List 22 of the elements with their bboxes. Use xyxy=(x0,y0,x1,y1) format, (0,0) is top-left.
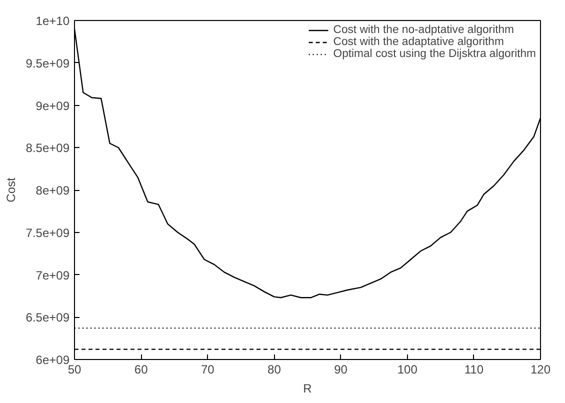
x-tick-label: 90 xyxy=(334,362,348,376)
y-tick-label: 8.5e+09 xyxy=(26,141,70,156)
legend-label: Cost with the no-adptative algorithm xyxy=(333,24,514,36)
y-tick-label: 1e+10 xyxy=(36,14,70,28)
x-tick-label: 50 xyxy=(68,362,82,376)
x-axis-title: R xyxy=(303,382,312,396)
y-tick-label: 9.5e+09 xyxy=(26,56,70,70)
y-tick-label: 8e+09 xyxy=(36,184,70,198)
legend-label: Optimal cost using the Dijsktra algorithm xyxy=(333,48,536,60)
x-tick-label: 70 xyxy=(200,362,215,376)
x-tick-label: 100 xyxy=(397,362,418,376)
x-tick-label: 60 xyxy=(134,362,148,376)
x-tick-label: 110 xyxy=(464,362,484,376)
legend-label: Cost with the adaptative algorithm xyxy=(333,36,504,48)
y-tick-label: 7.5e+09 xyxy=(26,226,70,240)
y-tick-label: 9e+09 xyxy=(36,98,70,113)
y-tick-label: 6e+09 xyxy=(36,353,70,367)
x-tick-label: 120 xyxy=(530,362,551,376)
y-tick-label: 7e+09 xyxy=(36,268,70,282)
x-tick-label: 80 xyxy=(268,362,282,376)
y-tick-label: 6.5e+09 xyxy=(26,310,70,325)
y-axis-title: Cost xyxy=(4,176,18,202)
